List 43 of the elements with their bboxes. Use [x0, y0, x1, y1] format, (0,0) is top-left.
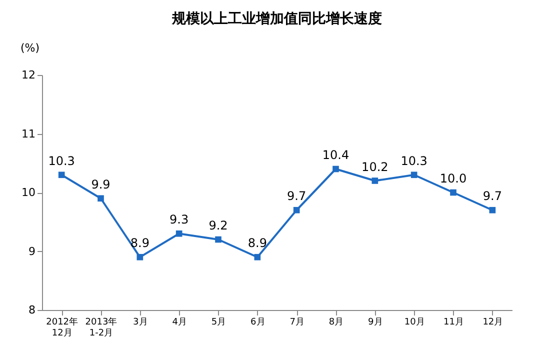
point — [176, 230, 182, 237]
point — [254, 254, 261, 260]
point — [410, 172, 418, 178]
text: 10.3 — [400, 154, 428, 168]
text: 9.3 — [170, 212, 189, 227]
point — [372, 178, 378, 184]
y-tick-label: 12 — [22, 68, 36, 82]
point — [332, 166, 339, 172]
text: 9.7 — [482, 189, 502, 204]
x-tick-label: 11月 — [444, 318, 464, 328]
text: 9.9 — [91, 177, 110, 192]
y-axis-title: (%) — [20, 42, 40, 54]
x-tick-label: 9月 — [368, 318, 383, 328]
x-tick-label: 7月 — [290, 318, 304, 328]
y-tick-label: 8 — [28, 304, 36, 316]
x-tick-label: 10月 — [404, 318, 425, 328]
text: 8.9 — [130, 236, 150, 250]
x-tick-label: 5月 — [211, 318, 226, 328]
x-tick-label: 6月 — [250, 318, 266, 328]
point — [489, 206, 496, 214]
point — [450, 189, 456, 196]
point — [98, 195, 104, 202]
text: 10.2 — [362, 160, 388, 174]
point — [58, 172, 65, 178]
x-tick-label: 3月 — [133, 318, 148, 328]
y-tick-label: 11 — [22, 127, 36, 140]
text: 10.3 — [48, 154, 75, 168]
y-tick-label: 10 — [22, 186, 36, 199]
chart-title: 规模以上工业增加值同比增长速度 — [171, 10, 382, 27]
y-tick-label: 9 — [28, 244, 36, 258]
text: 8.9 — [248, 236, 267, 250]
x-tick-label: 4月 — [172, 318, 187, 328]
x-tick-label: 2013年 1-2月 — [85, 316, 118, 338]
text: 10.0 — [440, 172, 467, 186]
x-tick-label: 12月 — [482, 318, 504, 328]
text: 9.7 — [287, 189, 306, 204]
point — [136, 254, 144, 260]
point — [215, 236, 222, 243]
text: 10.4 — [322, 148, 350, 162]
x-tick-label: 2012年 12月 — [46, 316, 78, 338]
point — [293, 206, 300, 214]
x-tick-label: 8月 — [328, 318, 344, 328]
text: 9.2 — [208, 218, 228, 232]
